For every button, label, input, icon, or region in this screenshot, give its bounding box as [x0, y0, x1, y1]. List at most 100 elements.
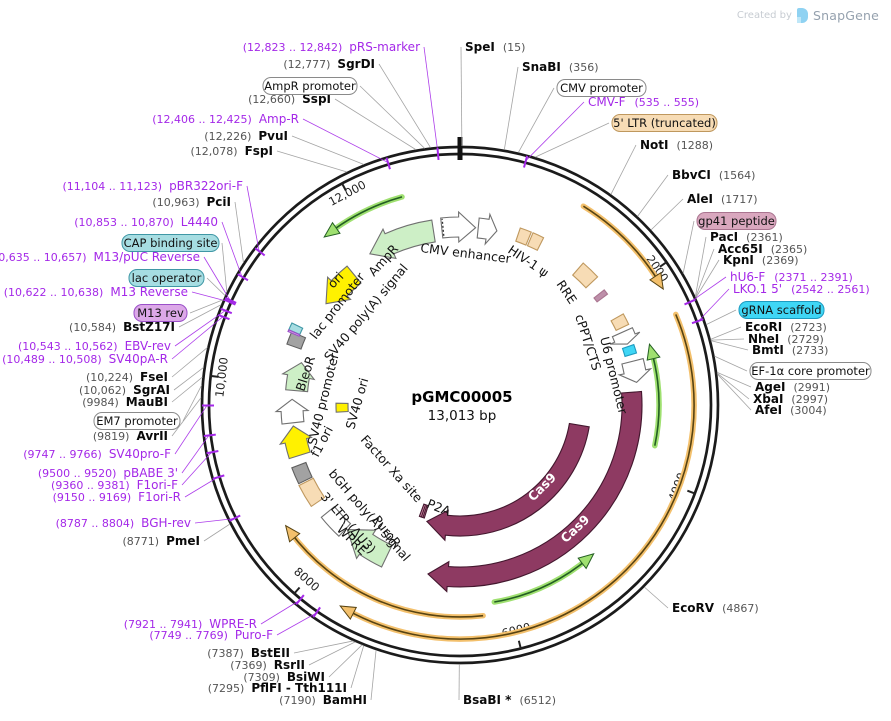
- enzyme-label[interactable]: EcoRV (4867): [672, 601, 759, 615]
- feature-box-label-text[interactable]: gRNA scaffold: [741, 303, 821, 317]
- enzyme-label[interactable]: SnaBI (356): [522, 60, 599, 74]
- primer-label[interactable]: (11,104 .. 11,123) pBR322ori-F: [63, 179, 244, 193]
- feature-box-label-text[interactable]: lac operator: [132, 271, 202, 285]
- enzyme-label[interactable]: Acc65I (2365): [718, 242, 807, 256]
- primer-label[interactable]: (10,622 .. 10,638) M13 Reverse: [4, 285, 188, 299]
- primer-label[interactable]: hU6-F (2371 .. 2391): [730, 270, 853, 284]
- cas9-arrow-outer[interactable]: [427, 390, 643, 593]
- cmv-enhancer-arrow[interactable]: [440, 210, 477, 244]
- u6-promoter-arrow[interactable]: [609, 326, 641, 345]
- feature-box-label-text[interactable]: 5' LTR (truncated): [613, 116, 716, 130]
- sv40-ori-box[interactable]: [335, 402, 349, 413]
- feature-box-label[interactable]: [262, 77, 358, 95]
- feature-box-label[interactable]: [738, 301, 825, 319]
- feature-box-label-text[interactable]: EM7 promoter: [96, 414, 178, 428]
- primer-label[interactable]: (7921 .. 7941) WPRE-R: [124, 617, 257, 631]
- hiv1-psi-box-2[interactable]: [526, 232, 545, 252]
- feature-box-label-text[interactable]: EF-1α core promoter: [751, 364, 870, 378]
- primer-label[interactable]: (9360 .. 9381) F1ori-F: [51, 478, 178, 492]
- ampr-arrow[interactable]: [369, 219, 436, 260]
- feature-box-label[interactable]: [749, 362, 872, 380]
- primer-label[interactable]: (7749 .. 7769) Puro-F: [149, 628, 273, 642]
- enzyme-label[interactable]: AgeI (2991): [755, 380, 830, 394]
- m13-rev-stripe[interactable]: [287, 329, 301, 337]
- feature-box-label[interactable]: [121, 234, 220, 252]
- enzyme-label[interactable]: (7369) RsrII: [230, 658, 305, 672]
- feature-box-label[interactable]: [133, 304, 188, 322]
- feature-box-label[interactable]: [556, 79, 647, 97]
- primer-label[interactable]: (8787 .. 8804) BGH-rev: [56, 516, 191, 530]
- ltr3-du3-box[interactable]: [298, 477, 326, 508]
- enzyme-label[interactable]: BmtI (2733): [752, 343, 828, 357]
- primer-label[interactable]: (12,406 .. 12,425) Amp-R: [152, 112, 299, 126]
- enzyme-label[interactable]: (7295) PflFI - Tth111I: [208, 681, 347, 695]
- cmv-promoter-arrow[interactable]: [476, 212, 498, 246]
- bleor-arrow[interactable]: [281, 361, 316, 393]
- feature-box-label-text[interactable]: gp41 peptide: [698, 214, 775, 228]
- enzyme-label[interactable]: (8771) PmeI: [123, 534, 200, 548]
- enzyme-label[interactable]: KpnI (2369): [723, 253, 798, 267]
- u6-region-box[interactable]: [610, 313, 630, 332]
- enzyme-label[interactable]: AfeI (3004): [755, 403, 827, 417]
- enzyme-label[interactable]: (7190) BamHI: [279, 693, 367, 707]
- primer-label[interactable]: (10,853 .. 10,870) L4440: [74, 215, 218, 229]
- primer-label[interactable]: (12,823 .. 12,842) pRS-marker: [243, 40, 420, 54]
- bgh-polya-box[interactable]: [291, 461, 313, 485]
- feature-label[interactable]: CMV enhancer: [420, 240, 513, 266]
- enzyme-label[interactable]: XbaI (2997): [753, 392, 828, 406]
- feature-label[interactable]: RRE: [554, 277, 581, 306]
- enzyme-label[interactable]: (9984) MauBI: [82, 395, 168, 409]
- enzyme-label[interactable]: SpeI (15): [465, 40, 525, 54]
- enzyme-label[interactable]: NotI (1288): [640, 138, 713, 152]
- enzyme-label[interactable]: (9819) AvrII: [93, 429, 168, 443]
- enzyme-label[interactable]: NheI (2729): [748, 332, 824, 346]
- wpre-box[interactable]: [320, 505, 352, 537]
- primer-label[interactable]: LKO.1 5' (2542 .. 2561): [733, 282, 870, 296]
- enzyme-label[interactable]: (12,660) SspI: [248, 92, 331, 106]
- grna-scaffold-box[interactable]: [621, 343, 638, 358]
- feature-box-label[interactable]: [128, 269, 205, 287]
- f1-ori-arrow[interactable]: [278, 425, 313, 460]
- feature-label[interactable]: HIV-1 ψ: [505, 242, 551, 280]
- hiv1-psi-box-1[interactable]: [515, 227, 533, 246]
- gold-arc-1[interactable]: [580, 203, 663, 287]
- enzyme-label[interactable]: (10,062) SgrAI: [79, 383, 170, 397]
- enzyme-label[interactable]: AleI (1717): [687, 192, 758, 206]
- primer-label[interactable]: (10,635 .. 10,657)M13/pUC Reverse: [0, 250, 200, 264]
- cppt-cts-box[interactable]: [593, 289, 609, 303]
- ef1a-core-promoter-arrow[interactable]: [617, 357, 653, 384]
- feature-box-label[interactable]: [93, 412, 181, 430]
- puror-arrow[interactable]: [346, 529, 393, 568]
- enzyme-label[interactable]: (10,224) FseI: [86, 370, 168, 384]
- enzyme-label[interactable]: (10,584) BstZ17I: [69, 320, 175, 334]
- primer-label[interactable]: (9500 .. 9520) pBABE 3': [38, 466, 178, 480]
- enzyme-label[interactable]: PacI (2361): [710, 230, 783, 244]
- ori-arrow[interactable]: [325, 265, 362, 305]
- primer-label[interactable]: (9747 .. 9766) SV40pro-F: [23, 447, 171, 461]
- primer-label[interactable]: (10,489 .. 10,508) SV40pA-R: [2, 352, 168, 366]
- cas9-arrow-inner[interactable]: [425, 422, 590, 542]
- primer-label[interactable]: CMV-F (535 .. 555): [588, 95, 699, 109]
- enzyme-label[interactable]: (12,226) PvuI: [204, 129, 288, 143]
- enzyme-label[interactable]: EcoRI (2723): [745, 320, 827, 334]
- rre-box[interactable]: [571, 262, 599, 289]
- sv40-polya-box[interactable]: [286, 331, 307, 350]
- sv40-promoter-arrow[interactable]: [274, 398, 310, 425]
- enzyme-label[interactable]: (12,777) SgrDI: [283, 57, 375, 71]
- feature-box-label-text[interactable]: CAP binding site: [124, 236, 218, 250]
- feature-box-label[interactable]: [696, 212, 777, 230]
- enzyme-label[interactable]: BbvCI (1564): [672, 168, 755, 182]
- cap-binding-site-box[interactable]: [288, 322, 304, 336]
- feature-box-label-text[interactable]: AmpR promoter: [264, 79, 356, 93]
- feature-box-label[interactable]: [611, 114, 718, 132]
- enzyme-label[interactable]: BsaBI * (6512): [463, 693, 556, 707]
- enzyme-label[interactable]: (10,963) PciI: [152, 195, 231, 209]
- enzyme-label[interactable]: (12,078) FspI: [191, 144, 273, 158]
- primer-label[interactable]: (10,543 .. 10,562) EBV-rev: [18, 339, 171, 353]
- feature-label[interactable]: Factor Xa site: [358, 432, 426, 505]
- primer-label[interactable]: (9150 .. 9169) F1ori-R: [53, 490, 181, 504]
- feature-box-label-text[interactable]: M13 rev: [137, 306, 184, 320]
- enzyme-label[interactable]: (7387) BstEII: [207, 646, 290, 660]
- feature-box-label-text[interactable]: CMV promoter: [560, 81, 643, 95]
- enzyme-label[interactable]: (7309) BsiWI: [243, 670, 325, 684]
